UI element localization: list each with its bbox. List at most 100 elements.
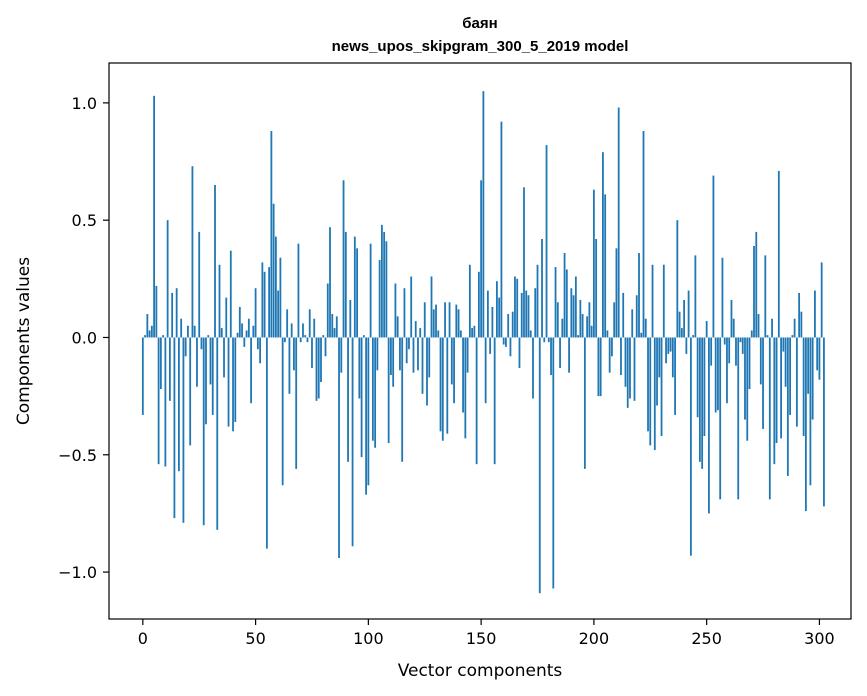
bar-258 [723, 337, 726, 345]
bar-92 [349, 299, 352, 338]
bar-259 [726, 337, 728, 404]
bar-182 [552, 337, 555, 589]
bar-204 [602, 152, 604, 338]
bar-26 [200, 337, 203, 350]
bar-184 [556, 302, 559, 338]
bar-23 [193, 325, 196, 338]
bar-209 [613, 302, 616, 338]
bars-group [141, 91, 825, 594]
bar-221 [640, 332, 643, 338]
bar-247 [698, 337, 701, 462]
bar-260 [728, 337, 731, 364]
bar-256 [719, 337, 722, 500]
bar-70 [299, 337, 302, 343]
bar-119 [410, 276, 413, 338]
bar-253 [712, 175, 715, 338]
bar-80 [322, 335, 325, 338]
x-tick-label-3: 150 [466, 629, 497, 648]
bar-225 [649, 337, 652, 446]
bar-89 [342, 180, 345, 338]
bar-283 [780, 337, 782, 439]
bar-243 [689, 337, 692, 556]
bar-148 [475, 337, 478, 465]
bar-212 [620, 337, 622, 376]
bar-31 [211, 337, 214, 415]
bar-200 [592, 189, 595, 338]
bar-82 [326, 283, 329, 338]
bar-64 [286, 309, 289, 338]
bar-294 [804, 337, 807, 512]
bar-274 [759, 337, 762, 385]
bar-145 [468, 264, 471, 338]
bar-9 [162, 335, 165, 338]
y-axis-label: Components values [14, 257, 34, 425]
bar-189 [568, 337, 570, 373]
bar-254 [714, 337, 717, 413]
bar-38 [227, 337, 230, 427]
bar-86 [335, 316, 338, 338]
bar-90 [344, 231, 347, 338]
bar-87 [338, 337, 340, 558]
bar-139 [455, 304, 458, 338]
bar-167 [518, 337, 521, 368]
bar-59 [274, 236, 277, 338]
bar-4 [150, 325, 153, 338]
bar-224 [647, 337, 649, 432]
bar-172 [529, 330, 532, 338]
bar-40 [232, 337, 234, 432]
bar-220 [638, 253, 640, 338]
bar-240 [683, 299, 685, 338]
bar-232 [665, 337, 667, 364]
bar-12 [168, 337, 171, 401]
bar-291 [798, 292, 801, 338]
bar-178 [543, 337, 546, 343]
bar-202 [597, 337, 600, 397]
bar-222 [642, 131, 645, 338]
bar-35 [220, 328, 223, 338]
bar-230 [660, 337, 663, 437]
bar-154 [489, 337, 492, 354]
bar-296 [809, 337, 812, 486]
bar-117 [405, 337, 408, 364]
bar-158 [498, 297, 501, 338]
bar-228 [656, 337, 658, 406]
bar-10 [164, 337, 167, 467]
bar-196 [583, 337, 586, 469]
bar-169 [523, 187, 525, 338]
bar-22 [191, 166, 194, 338]
bar-115 [401, 337, 404, 462]
bar-211 [617, 107, 620, 338]
bar-193 [577, 335, 579, 338]
bar-41 [234, 337, 237, 422]
x-tick-label-1: 50 [245, 629, 265, 648]
bar-149 [477, 271, 480, 338]
y-tick-label-3: 0.5 [72, 211, 97, 230]
bar-120 [412, 337, 415, 373]
bar-24 [196, 337, 198, 387]
bar-263 [735, 337, 737, 366]
bar-114 [399, 337, 401, 371]
bar-290 [795, 337, 798, 427]
bar-3 [148, 330, 151, 338]
bar-78 [317, 337, 320, 399]
bar-255 [717, 337, 719, 411]
bar-127 [428, 337, 431, 378]
bar-68 [295, 337, 298, 469]
bar-128 [430, 276, 433, 338]
x-axis-ticks: 0 50 100 150 200 250 300 [138, 619, 835, 648]
bar-223 [644, 318, 647, 338]
bar-278 [768, 337, 771, 500]
bar-251 [708, 337, 710, 514]
bar-190 [570, 288, 573, 338]
bar-46 [245, 330, 248, 338]
bar-105 [378, 260, 381, 338]
bar-245 [694, 255, 697, 338]
x-tick-label-6: 300 [804, 629, 835, 648]
bar-266 [741, 337, 744, 354]
bar-36 [223, 337, 225, 378]
bar-181 [550, 337, 552, 376]
bar-302 [823, 337, 825, 507]
bar-214 [624, 337, 627, 387]
bar-136 [448, 302, 451, 338]
